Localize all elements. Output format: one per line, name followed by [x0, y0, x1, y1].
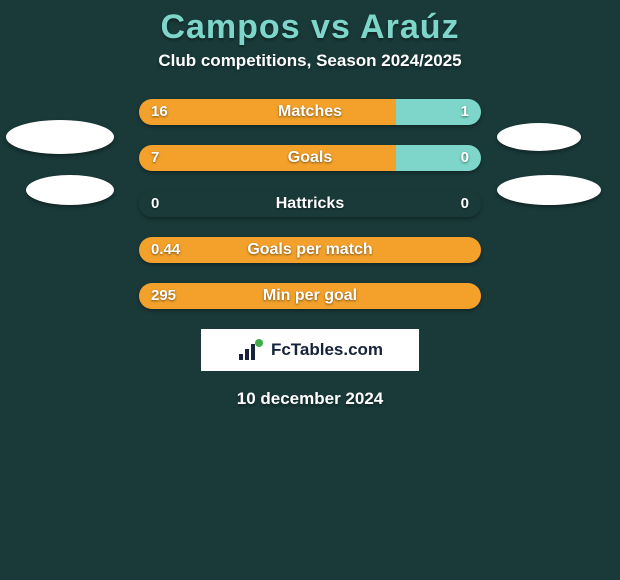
page-title: Campos vs Araúz: [0, 0, 620, 47]
comparison-chart: Matches161 Goals70 Hattricks0 0 Goals per ma…: [0, 99, 620, 309]
bar-seg-left: [139, 145, 396, 171]
bar-row-goals-per-match: Goals per match0.44: [139, 237, 481, 263]
bar-label: Hattricks: [139, 191, 481, 217]
brand-text: FcTables.com: [271, 340, 383, 360]
brand-footer[interactable]: FcTables.com: [201, 329, 419, 371]
bar-seg-left: [139, 283, 481, 309]
bar-seg-right: [396, 99, 482, 125]
bar-seg-left: [139, 237, 481, 263]
bar-value-left: 0: [151, 191, 159, 217]
fctables-logo-icon: [237, 338, 265, 362]
bar-row-hattricks: Hattricks0 0: [139, 191, 481, 217]
bar-seg-left: [139, 99, 396, 125]
bar-row-goals: Goals70: [139, 145, 481, 171]
date-line: 10 december 2024: [0, 389, 620, 409]
bar-row-min-per-goal: Min per goal295: [139, 283, 481, 309]
bar-row-matches: Matches161: [139, 99, 481, 125]
bar-seg-right: [396, 145, 482, 171]
page-subtitle: Club competitions, Season 2024/2025: [0, 51, 620, 71]
bar-value-right: 0: [461, 191, 469, 217]
